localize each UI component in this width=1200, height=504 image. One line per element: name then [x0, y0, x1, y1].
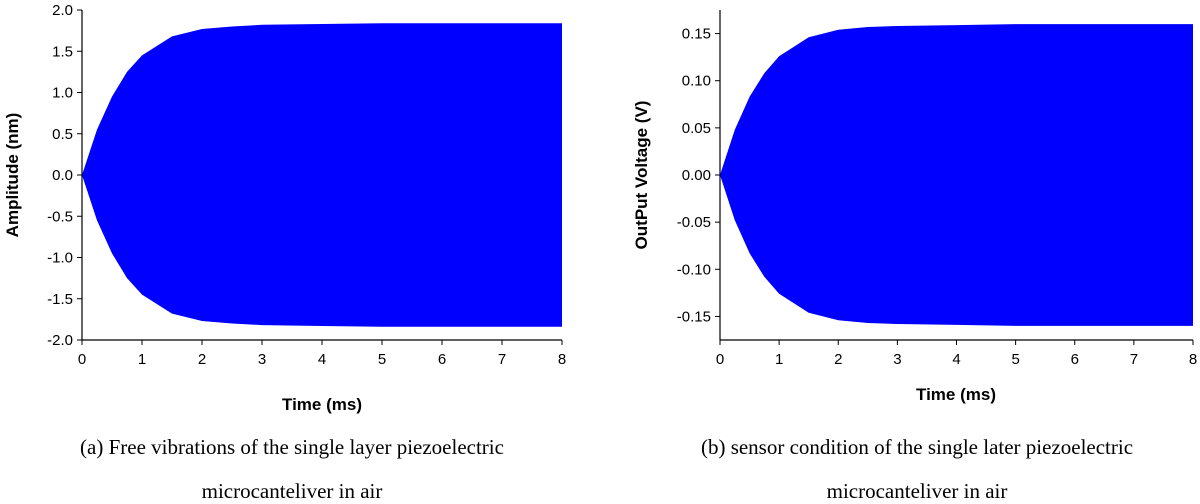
x-tick-label: 8 — [1189, 351, 1197, 368]
y-tick-label: -0.15 — [677, 308, 711, 325]
y-axis-title: OutPut Voltage (V) — [632, 101, 651, 250]
caption-b-line1: (b) sensor condition of the single later… — [701, 435, 1133, 459]
y-tick-label: 1.5 — [52, 43, 73, 60]
y-tick-label: -1.0 — [47, 250, 73, 267]
y-tick-label: 1.0 — [52, 85, 73, 102]
x-tick-label: 5 — [1011, 351, 1019, 368]
x-tick-label: 4 — [318, 351, 326, 368]
x-tick-label: 5 — [378, 351, 386, 368]
x-tick-label: 8 — [558, 351, 566, 368]
chart-panel-a: 2.0 1.5 1.0 0.5 0.0 -0.5 -1.0 -1.5 -2.0 0 1 2 3 4 5 6 7… — [3, 2, 566, 503]
y-axis-ticks: 2.0 1.5 1.0 0.5 0.0 -0.5 -1.0 -1.5 -2.0 — [47, 2, 82, 349]
chart-panel-b: 0.15 0.10 0.05 0.00 -0.05 -0.10 -0.15 0 1 2 3 4 5 6 7… — [632, 10, 1197, 503]
x-axis-ticks: 0 1 2 3 4 5 6 7 8 — [78, 340, 566, 368]
y-tick-label: -0.5 — [47, 208, 73, 225]
y-tick-label: -0.05 — [677, 214, 711, 231]
y-tick-label: 0.5 — [52, 126, 73, 143]
y-tick-label: 0.05 — [682, 120, 711, 137]
x-tick-label: 7 — [498, 351, 506, 368]
caption-a-line2: microcanteliver in air — [202, 479, 383, 503]
x-tick-label: 7 — [1130, 351, 1138, 368]
amplitude-envelope-area — [82, 23, 562, 327]
y-tick-label: -1.5 — [47, 291, 73, 308]
y-tick-label: 0.10 — [682, 73, 711, 90]
x-tick-label: 0 — [78, 351, 86, 368]
x-tick-label: 3 — [893, 351, 901, 368]
y-tick-label: 0.00 — [682, 167, 711, 184]
caption-b-line2: microcanteliver in air — [827, 479, 1008, 503]
y-tick-label: -0.10 — [677, 261, 711, 278]
x-tick-label: 6 — [438, 351, 446, 368]
y-tick-label: 0.0 — [52, 167, 73, 184]
x-axis-ticks: 0 1 2 3 4 5 6 7 8 — [716, 340, 1197, 368]
x-tick-label: 3 — [258, 351, 266, 368]
x-axis-title: Time (ms) — [282, 395, 362, 414]
x-tick-label: 1 — [138, 351, 146, 368]
y-tick-label: 0.15 — [682, 26, 711, 43]
x-tick-label: 4 — [952, 351, 960, 368]
x-tick-label: 0 — [716, 351, 724, 368]
y-axis-ticks: 0.15 0.10 0.05 0.00 -0.05 -0.10 -0.15 — [677, 26, 720, 325]
voltage-envelope-area — [720, 24, 1193, 326]
x-tick-label: 1 — [775, 351, 783, 368]
x-tick-label: 6 — [1071, 351, 1079, 368]
y-tick-label: -2.0 — [47, 332, 73, 349]
y-axis-title: Amplitude (nm) — [3, 113, 22, 238]
x-axis-title: Time (ms) — [916, 385, 996, 404]
y-tick-label: 2.0 — [52, 2, 73, 19]
caption-a-line1: (a) Free vibrations of the single layer … — [80, 435, 504, 459]
x-tick-label: 2 — [834, 351, 842, 368]
x-tick-label: 2 — [198, 351, 206, 368]
